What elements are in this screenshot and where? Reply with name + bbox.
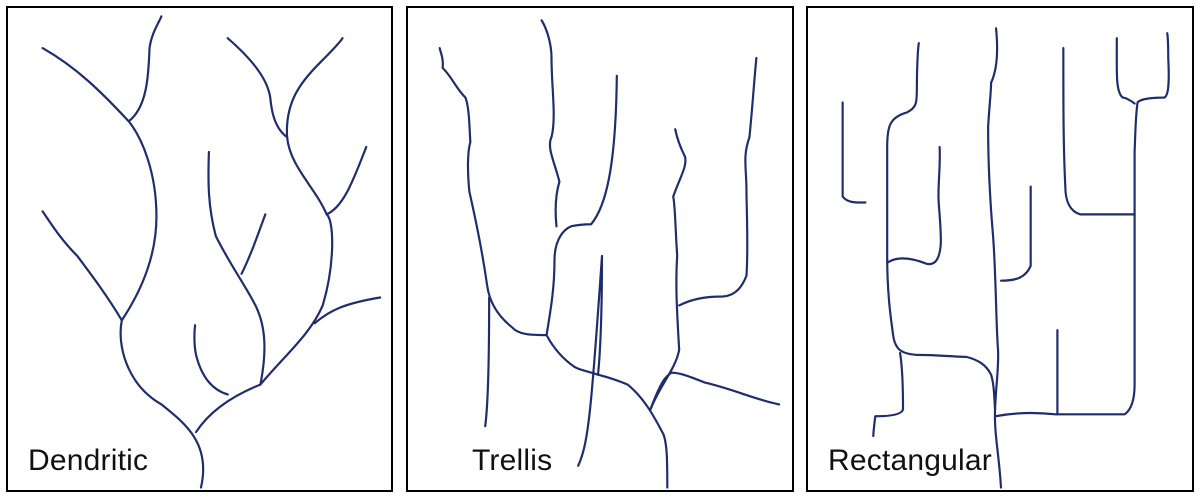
trellis-right-lower-stream [649, 371, 781, 411]
trellis-upper-ridge-stream [545, 74, 618, 337]
dendritic-middle-branch [207, 150, 266, 386]
dendritic-drainage-drawing [41, 15, 382, 489]
trellis-right-tributary [649, 128, 687, 411]
dendritic-branch-a [226, 37, 289, 139]
trellis-main-stream [438, 47, 669, 489]
rectangular-bottom-stream [993, 96, 1166, 418]
trellis-drainage-drawing [438, 19, 781, 489]
rectangular-left-headwater [841, 101, 867, 204]
rectangular-main-stream [886, 42, 1003, 489]
rectangular-center-tributary [999, 185, 1032, 282]
dendritic-lower-twig [193, 324, 229, 396]
dendritic-upper-tributary [127, 15, 163, 123]
dendritic-branch-b [325, 145, 368, 216]
dendritic-left-tributary [41, 210, 123, 322]
rectangular-right-cross-stream [1062, 47, 1136, 216]
rectangular-left-lower-stream [872, 351, 905, 438]
trellis-label: Trellis [472, 444, 553, 477]
dendritic-middle-twig [240, 213, 267, 275]
trellis-left-tributary [484, 296, 491, 428]
rectangular-right-headwater-a [1115, 37, 1136, 105]
rectangular-inner-tributary [886, 145, 942, 266]
panel-trellis: Trellis [406, 6, 794, 492]
rectangular-right-headwater-b [1163, 32, 1170, 99]
rectangular-drainage-drawing [841, 27, 1170, 489]
trellis-upper-tributary [540, 19, 561, 228]
panel-rectangular: Rectangular [806, 6, 1194, 492]
rectangular-label: Rectangular [828, 444, 992, 477]
rectangular-center-stream [987, 27, 1000, 411]
dendritic-branch-c [313, 296, 382, 325]
dendritic-label: Dendritic [28, 444, 149, 477]
trellis-right-joining-stream [678, 56, 758, 307]
panel-dendritic: Dendritic [6, 6, 393, 492]
trellis-center-tributary [577, 254, 604, 467]
dendritic-main-trunk [41, 47, 205, 489]
